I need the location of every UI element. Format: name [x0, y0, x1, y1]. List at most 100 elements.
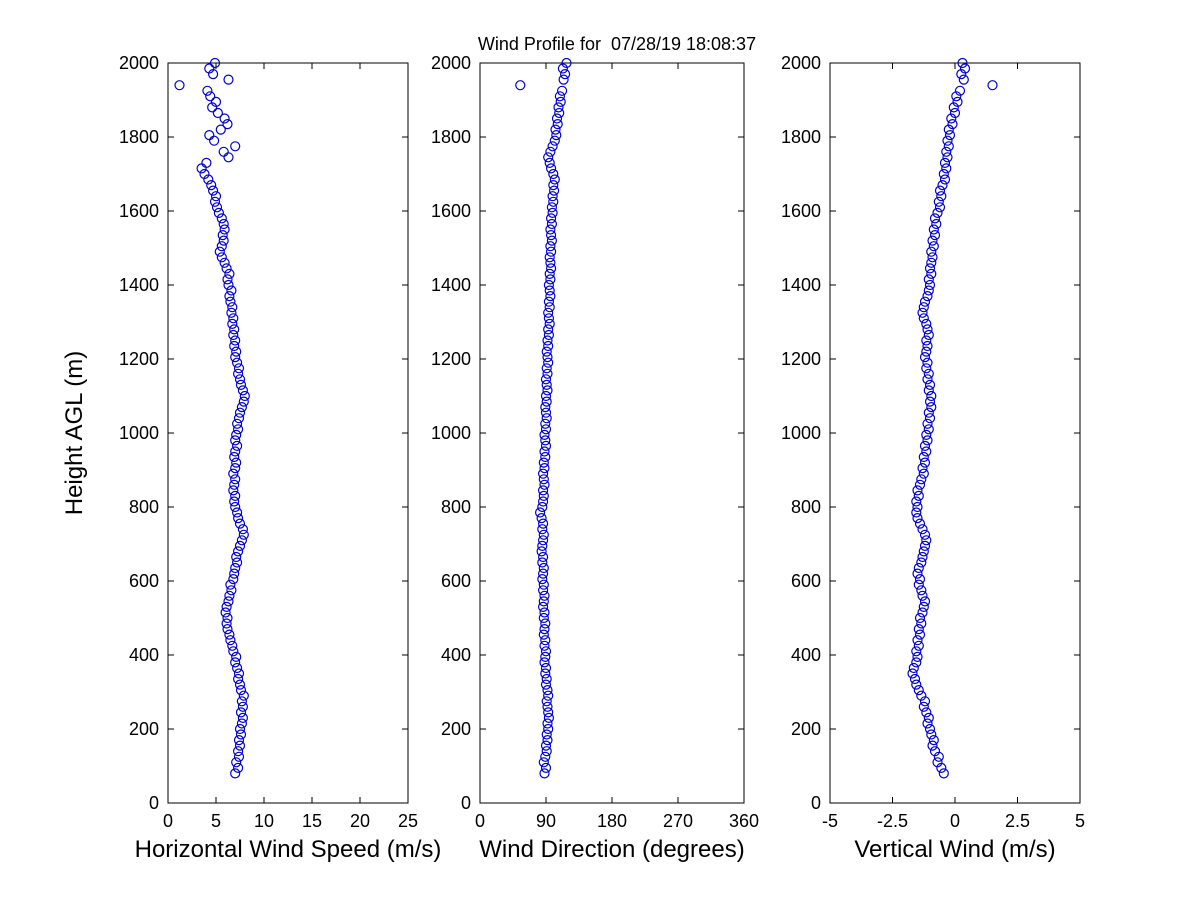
data-point-marker: [543, 296, 555, 307]
data-point-marker: [538, 579, 549, 590]
data-point-marker: [209, 135, 220, 146]
data-point-marker: [231, 551, 242, 563]
data-point-marker: [954, 85, 966, 96]
y-tick-label: 1200: [781, 349, 821, 369]
x-tick-label: 15: [302, 811, 322, 831]
data-point-marker: [912, 568, 923, 579]
data-point-marker: [913, 640, 924, 651]
data-point-marker: [541, 379, 552, 390]
data-point-marker: [932, 207, 943, 218]
data-point-marker: [222, 623, 233, 635]
data-point-marker: [228, 329, 239, 341]
data-point-marker: [912, 651, 923, 663]
data-point-marker: [541, 396, 552, 407]
data-point-marker: [238, 529, 249, 540]
data-point-marker: [215, 124, 226, 135]
data-point-marker: [174, 80, 185, 91]
data-point-marker: [228, 485, 239, 496]
data-point-marker: [547, 191, 558, 202]
data-point-marker: [555, 96, 566, 108]
y-tick-label: 1000: [431, 423, 471, 443]
y-tick-label: 1400: [119, 275, 159, 295]
data-point-marker: [199, 168, 210, 180]
data-point-marker: [227, 302, 238, 313]
data-point-marker: [937, 180, 948, 191]
data-point-marker: [208, 185, 219, 196]
data-point-marker: [216, 252, 227, 263]
data-point-marker: [918, 468, 929, 479]
y-tick-label: 1800: [781, 127, 821, 147]
data-point-marker: [947, 118, 958, 130]
data-point-marker: [549, 174, 560, 185]
x-tick-label: 2.5: [1005, 811, 1030, 831]
data-point-marker: [541, 696, 552, 707]
data-point-marker: [236, 696, 247, 707]
data-point-marker: [912, 501, 923, 513]
data-point-marker: [926, 390, 937, 402]
data-point-marker: [540, 635, 551, 646]
data-point-marker: [208, 68, 219, 80]
y-tick-label: 800: [791, 497, 821, 517]
data-point-marker: [919, 296, 931, 307]
data-point-marker: [916, 474, 927, 485]
data-point-marker: [235, 379, 247, 390]
data-point-marker: [923, 285, 934, 296]
data-point-marker: [218, 235, 229, 246]
data-point-marker: [224, 291, 235, 302]
y-tick-label: 1400: [431, 275, 471, 295]
data-point-marker: [943, 124, 954, 135]
data-point-marker: [229, 324, 240, 335]
data-point-marker: [226, 585, 237, 596]
data-point-marker: [546, 218, 558, 230]
data-point-marker: [232, 357, 243, 368]
data-point-marker: [924, 723, 936, 735]
data-point-marker: [921, 429, 932, 440]
data-point-marker: [233, 668, 245, 679]
data-point-marker: [926, 402, 937, 413]
data-point-marker: [239, 390, 250, 402]
y-tick-label: 0: [149, 793, 159, 813]
data-point-marker: [944, 130, 956, 141]
data-point-marker: [538, 474, 549, 485]
data-point-marker: [919, 529, 931, 540]
data-point-marker: [228, 313, 239, 324]
data-point-marker: [202, 85, 213, 96]
data-point-marker: [537, 501, 548, 513]
data-point-marker: [224, 629, 235, 640]
data-point-marker: [542, 352, 553, 363]
axes-box: [167, 62, 409, 804]
axes-box: [479, 62, 745, 804]
data-point-marker: [926, 729, 937, 740]
y-tick-label: 400: [791, 645, 821, 665]
data-point-marker: [924, 379, 936, 390]
data-point-marker: [931, 218, 942, 230]
data-point-marker: [237, 701, 248, 712]
data-point-marker: [921, 335, 932, 346]
data-point-marker: [196, 163, 207, 174]
data-point-marker: [230, 352, 241, 363]
data-point-marker: [543, 357, 554, 368]
data-point-marker: [929, 213, 941, 224]
data-point-marker: [237, 385, 248, 396]
data-point-marker: [228, 468, 239, 479]
y-tick-label: 400: [441, 645, 471, 665]
data-point-marker: [543, 712, 555, 724]
data-point-marker: [548, 168, 559, 180]
data-point-marker: [232, 418, 243, 429]
data-point-marker: [214, 246, 225, 257]
data-point-marker: [542, 368, 553, 379]
data-point-marker: [921, 318, 932, 329]
data-point-marker: [559, 68, 571, 80]
data-point-marker: [230, 335, 241, 346]
data-point-marker: [921, 363, 932, 374]
data-point-marker: [537, 557, 548, 568]
data-point-marker: [551, 130, 562, 141]
data-point-marker: [922, 357, 933, 368]
data-point-marker: [534, 507, 546, 518]
data-point-marker: [543, 152, 554, 163]
data-point-marker: [230, 501, 241, 513]
data-point-marker: [540, 662, 552, 674]
data-point-marker: [918, 546, 929, 557]
data-point-marker: [913, 684, 924, 696]
